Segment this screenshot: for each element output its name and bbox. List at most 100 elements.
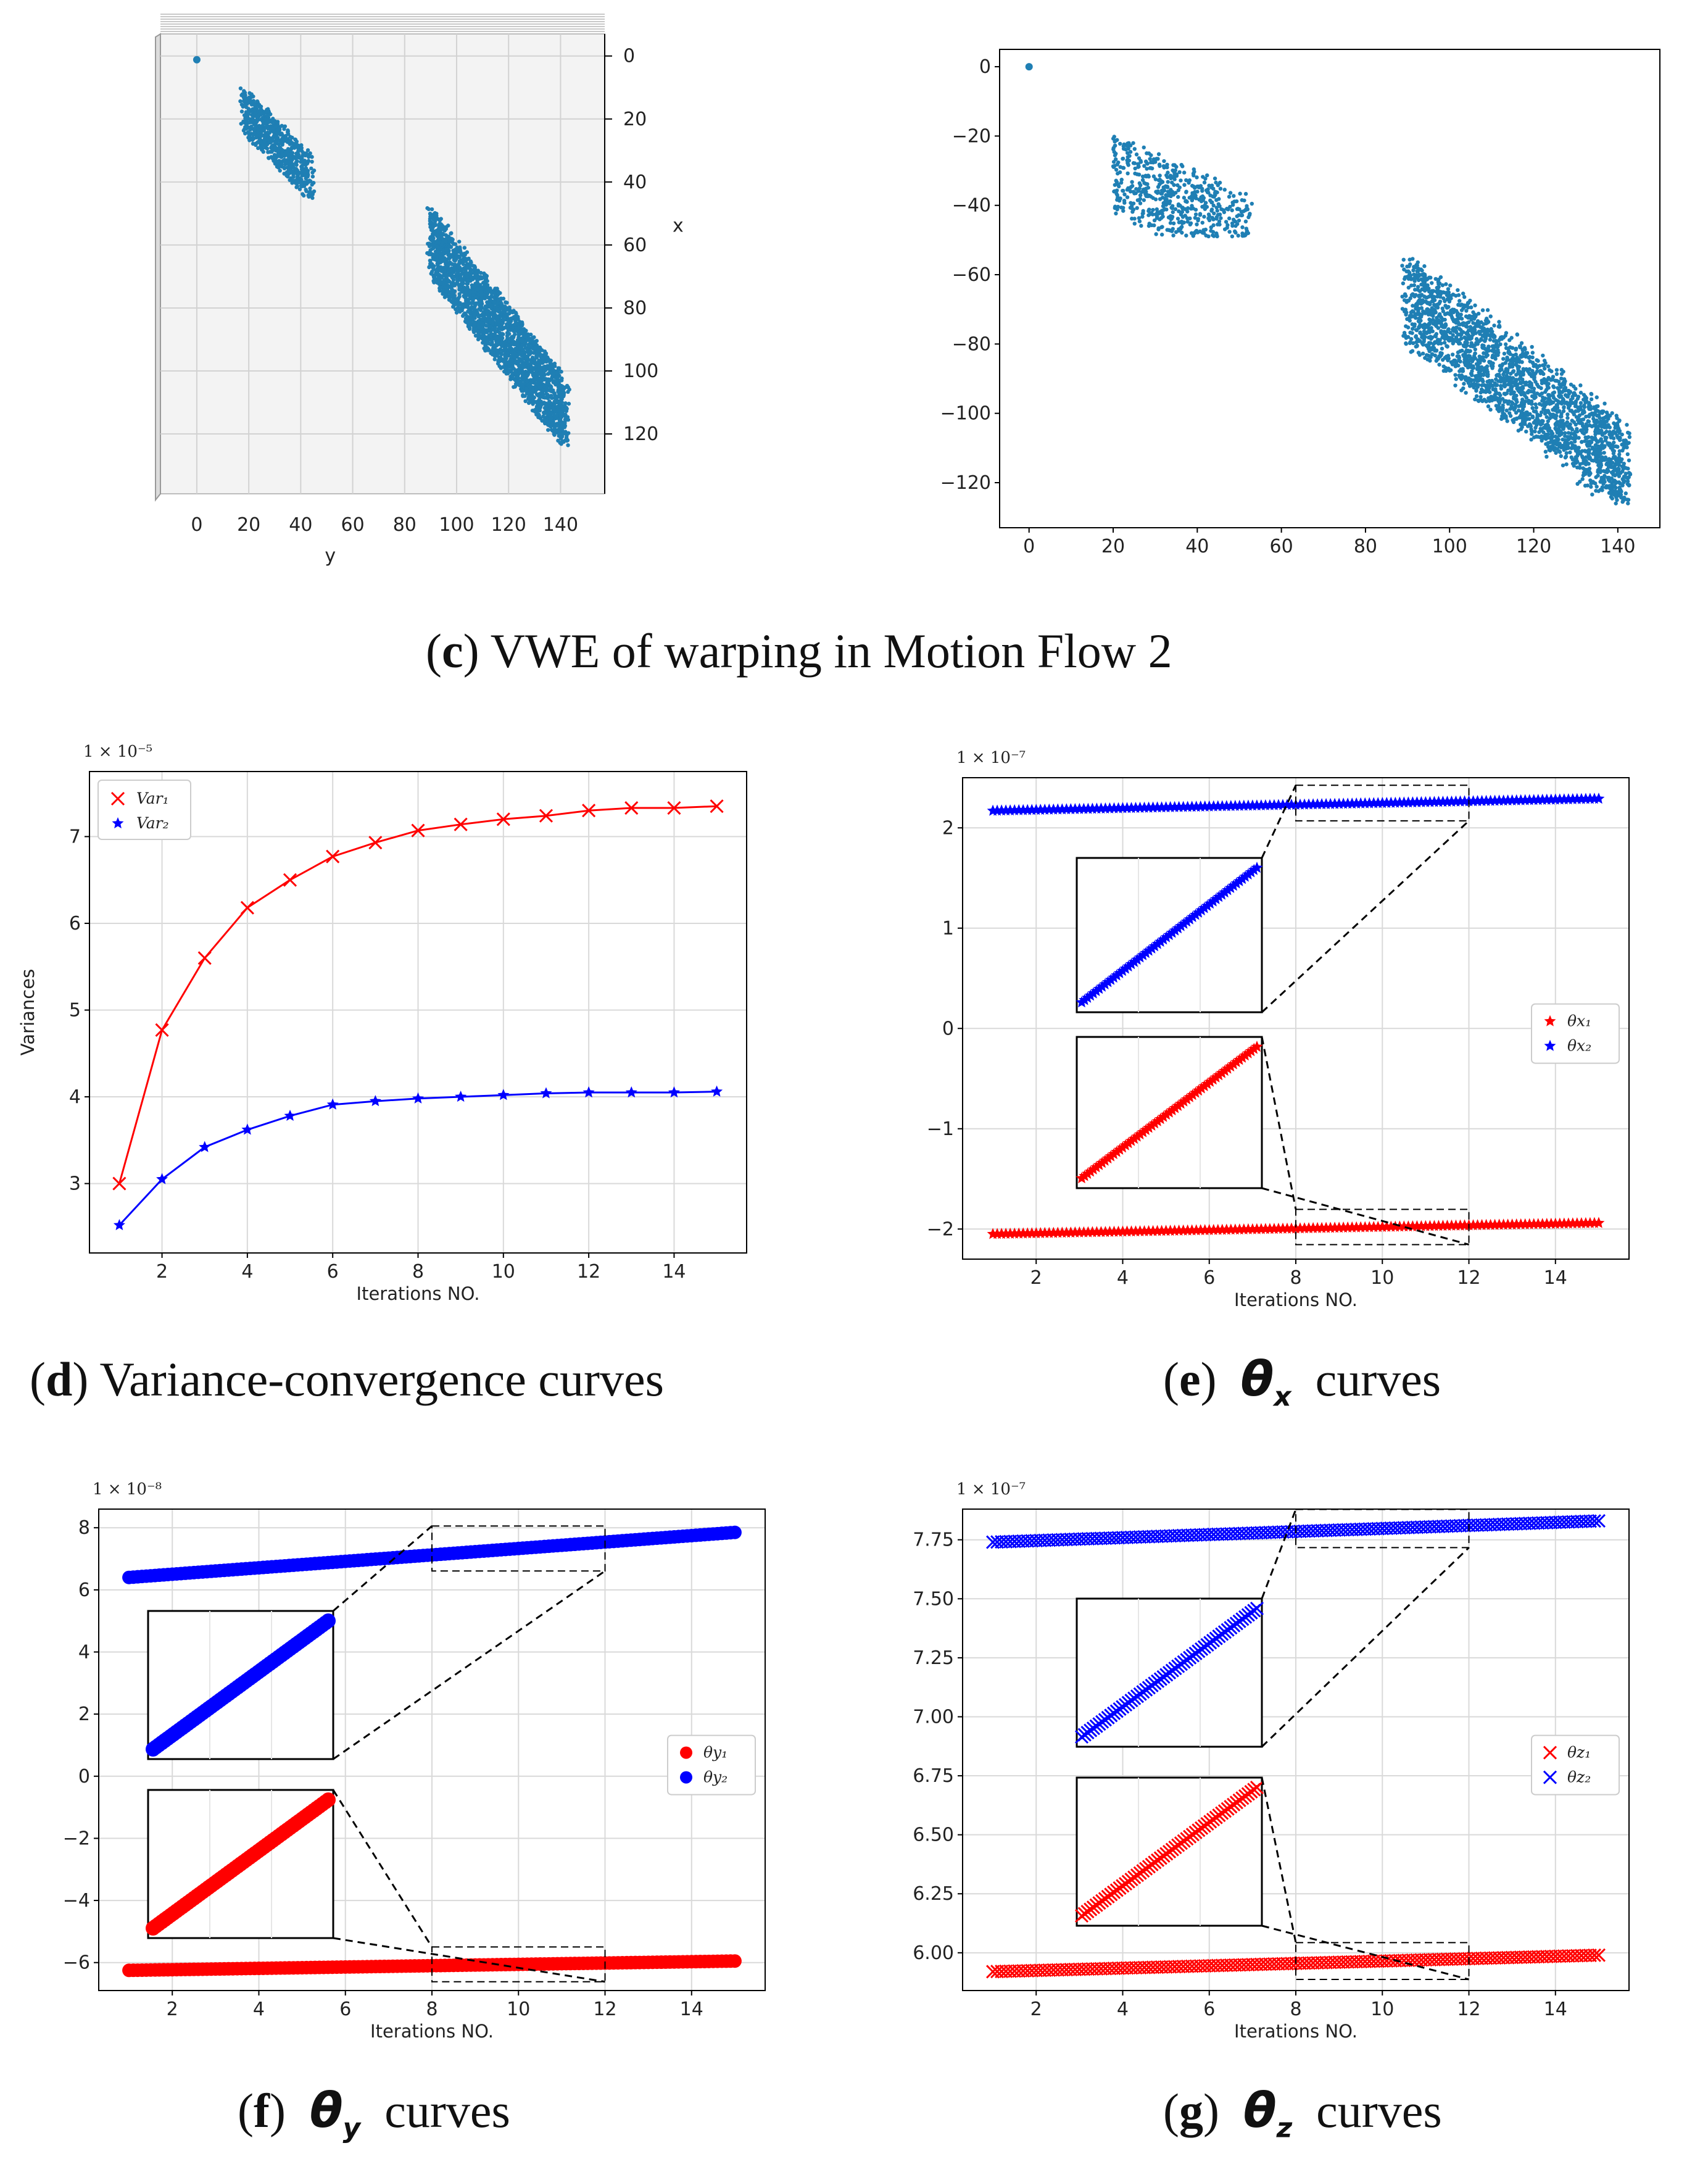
cloud-point	[1482, 322, 1486, 327]
cloud-point	[1114, 191, 1119, 196]
cloud-point	[1191, 233, 1195, 238]
cloud-point	[467, 327, 472, 331]
cloud-point	[553, 429, 557, 433]
cloud-point	[258, 128, 263, 132]
cloud-point	[291, 178, 295, 183]
cloud-point	[1176, 194, 1180, 199]
cloud-point	[468, 278, 473, 283]
cloud-point	[1198, 212, 1203, 216]
cloud-point	[1127, 154, 1132, 158]
cloud-point	[1615, 416, 1619, 420]
cloud-point	[1214, 206, 1219, 210]
cloud-point	[277, 154, 281, 158]
cloud-point	[1195, 189, 1200, 194]
cloud-point	[497, 297, 501, 301]
cloud-point	[546, 428, 550, 432]
cloud-point	[1605, 470, 1609, 475]
cloud-point	[1121, 165, 1126, 170]
x-tick-label: 80	[393, 514, 417, 536]
cloud-point	[498, 356, 503, 360]
cloud-point	[1135, 172, 1140, 177]
cloud-point	[1485, 308, 1490, 312]
cloud-point	[481, 312, 486, 316]
cloud-point	[456, 306, 460, 310]
cloud-point	[1404, 294, 1408, 298]
cloud-point	[1236, 233, 1240, 238]
cloud-point	[1529, 438, 1533, 442]
cloud-point	[429, 207, 434, 212]
cloud-point	[1156, 152, 1161, 156]
cloud-point	[533, 358, 537, 362]
cloud-point	[238, 99, 243, 104]
cloud-point	[534, 365, 538, 369]
cloud-point	[565, 407, 569, 411]
cloud-point	[1159, 191, 1163, 196]
cloud-point	[1209, 185, 1214, 189]
cloud-point	[1206, 190, 1211, 195]
cloud-point	[1473, 397, 1477, 402]
cloud-point	[491, 309, 496, 314]
cloud-point	[1441, 309, 1446, 314]
cloud-point	[1153, 212, 1158, 217]
cloud-point	[474, 301, 478, 306]
cloud-point	[296, 149, 301, 154]
cloud-point	[1466, 301, 1471, 305]
cloud-point	[560, 404, 565, 409]
cloud-point	[496, 358, 500, 363]
cloud-point	[552, 361, 557, 366]
cloud-point	[1580, 449, 1585, 453]
cloud-point	[495, 315, 500, 319]
cloud-point	[447, 253, 452, 258]
cloud-point	[427, 265, 431, 270]
cloud-point	[531, 388, 536, 392]
cloud-point	[1446, 305, 1451, 309]
cloud-point	[461, 262, 465, 267]
cloud-point	[1438, 314, 1443, 318]
cloud-point	[510, 373, 514, 378]
cloud-point	[1232, 194, 1236, 198]
cloud-point	[485, 283, 490, 288]
cloud-point	[514, 383, 519, 387]
cloud-point	[1532, 389, 1536, 394]
cloud-point	[1240, 233, 1245, 238]
cloud-point	[1227, 230, 1232, 234]
cloud-point	[434, 268, 439, 273]
cloud-point	[1205, 173, 1209, 178]
cloud-point	[482, 329, 487, 333]
cloud-point	[554, 370, 559, 375]
x-tick-label: 0	[191, 514, 202, 536]
cloud-point	[466, 298, 471, 302]
cloud-point	[1238, 191, 1242, 196]
cloud-point	[1111, 165, 1116, 169]
cloud-point	[491, 332, 495, 337]
cloud-point	[492, 295, 496, 299]
cloud-point	[1134, 191, 1138, 196]
cloud-point	[1214, 180, 1218, 185]
cloud-point	[450, 281, 454, 286]
cloud-point	[1578, 462, 1583, 467]
cloud-point	[290, 162, 294, 166]
y-tick-label: −40	[952, 195, 991, 217]
y-tick-label: 120	[623, 423, 658, 445]
cloud-point	[1504, 408, 1509, 413]
cloud-point	[1415, 263, 1419, 268]
cloud-point	[533, 346, 537, 351]
cloud-point	[1151, 174, 1156, 178]
cloud-point	[1578, 383, 1583, 388]
cloud-point	[298, 170, 303, 175]
y-tick-label: −20	[952, 125, 991, 147]
cloud-point	[473, 313, 477, 317]
cloud-point	[1118, 196, 1122, 201]
cloud-point	[428, 259, 433, 264]
x-tick-label: 20	[1101, 536, 1125, 557]
cloud-point	[1154, 189, 1158, 194]
cloud-point	[436, 249, 440, 254]
cloud-point	[287, 140, 291, 144]
cloud-point	[309, 193, 313, 198]
cloud-point	[514, 312, 518, 316]
cloud-point	[506, 371, 510, 376]
cloud-point	[1625, 445, 1629, 450]
cloud-point	[1227, 216, 1232, 221]
cloud-point	[1179, 162, 1184, 167]
